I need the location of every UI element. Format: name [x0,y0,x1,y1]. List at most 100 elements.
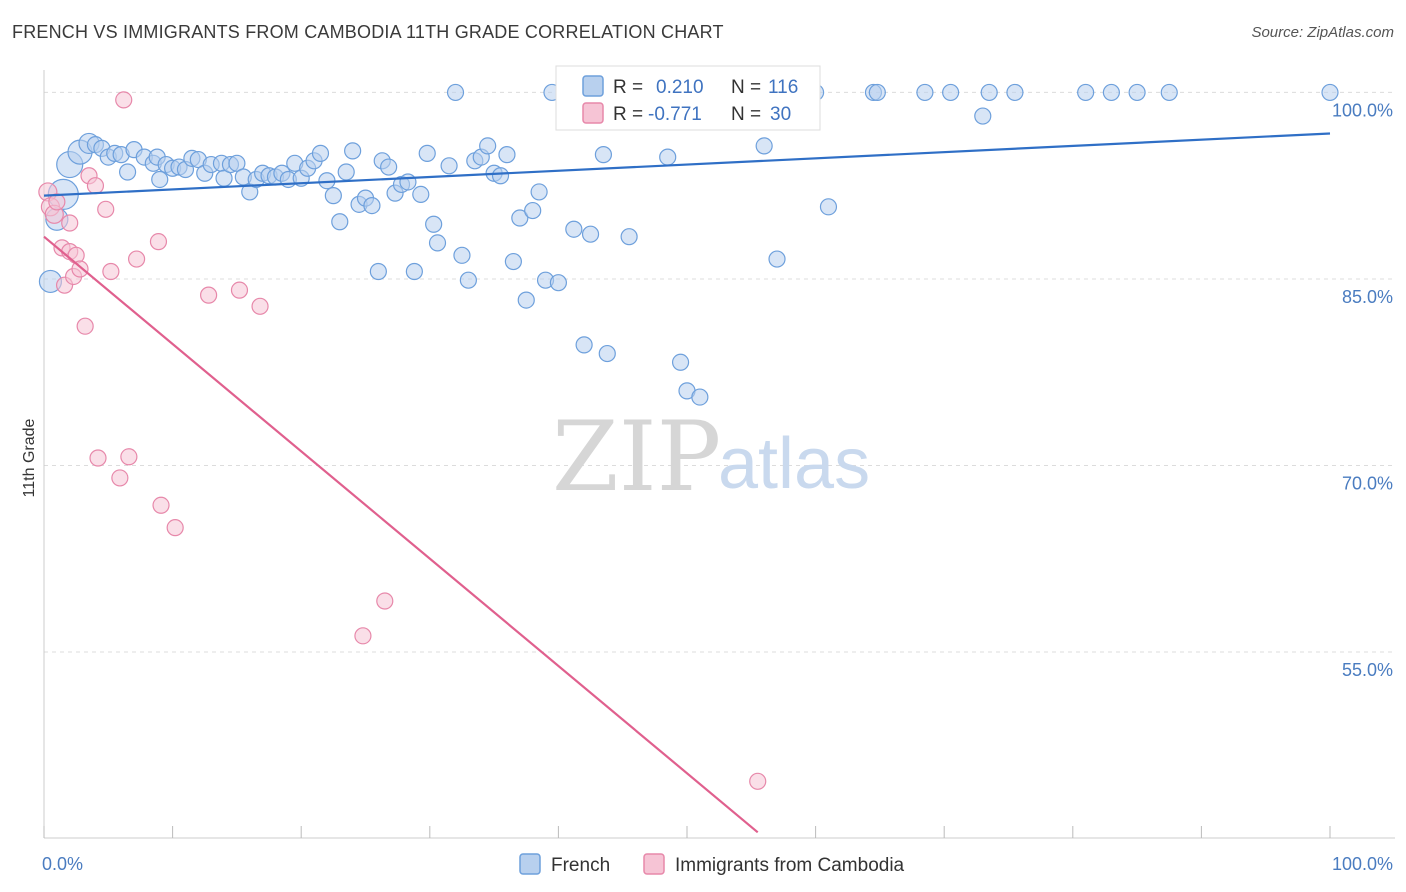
french-point-100 [868,83,886,102]
y-tick-label-3: 55.0% [1342,660,1393,680]
french-point-44 [331,213,349,231]
french-point-43 [324,187,342,205]
french-point-105 [1006,83,1024,102]
legend-n-label-2: N = [731,104,761,125]
french-point-81 [575,336,593,354]
legend-swatch-cambodia [582,102,604,124]
french-point-63 [453,246,471,264]
french-point-45 [337,163,355,181]
cambodia-point-19 [120,448,138,466]
cambodia-point-15 [97,200,115,218]
cambodia-point-27 [354,627,372,645]
french-point-64 [459,271,477,289]
french-point-50 [369,262,387,281]
bottom-legend-label-french: French [551,855,610,876]
x-tick-labels: 0.0% 100.0% [42,854,1393,874]
french-point-90 [671,353,690,371]
cambodia-point-20 [127,250,146,268]
french-point-106 [1077,83,1095,102]
x-tick-label-1: 100.0% [1332,854,1393,874]
french-point-104 [980,83,998,102]
cambodia-trend-line [43,235,759,834]
french-point-73 [517,291,535,309]
french-point-101 [916,83,934,102]
french-point-74 [524,201,542,220]
cambodia-point-16 [102,262,120,281]
watermark: ZIP atlas [552,401,870,513]
french-point-67 [479,137,497,155]
french-point-83 [594,146,613,164]
cambodia-point-3 [48,193,66,211]
french-point-59 [425,215,443,233]
watermark-zip: ZIP [552,401,721,513]
french-point-77 [549,274,568,292]
french-point-49 [363,196,381,215]
french-point-98 [819,198,838,216]
cambodia-point-11 [76,317,94,335]
french-point-80 [565,220,583,238]
correlation-legend: R = 0.210 N = 116 R = -0.771 N = 30 [555,65,821,131]
french-point-56 [405,262,423,281]
french-point-109 [1160,83,1178,102]
cambodia-point-17 [111,469,129,487]
french-point-52 [380,158,398,176]
legend-r-label-1: R = [613,77,643,98]
french-point-46 [344,142,362,160]
series-legend: French Immigrants from Cambodia [519,853,905,876]
french-point-96 [768,250,786,268]
french-point-41 [311,144,330,162]
cambodia-point-26 [251,297,269,315]
cambodia-point-21 [149,233,168,251]
french-point-60 [428,234,447,252]
y-tick-labels: 100.0% 85.0% 70.0% 55.0% [1332,100,1393,680]
french-point-103 [974,107,992,125]
watermark-atlas: atlas [718,424,870,504]
french-point-102 [942,83,960,102]
cambodia-point-6 [61,214,79,232]
french-point-62 [446,83,465,102]
bottom-legend-swatch-cambodia [643,853,665,875]
cambodia-point-25 [230,281,249,299]
french-point-71 [504,252,522,271]
bottom-legend-swatch-french [519,853,541,875]
legend-r-value-1: 0.210 [656,77,704,98]
cambodia-point-22 [152,496,170,514]
legend-r-value-2: -0.771 [648,104,702,125]
french-point-108 [1128,83,1146,102]
cambodia-point-10 [71,260,89,278]
cambodia-point-13 [86,177,105,195]
source-credit: Source: ZipAtlas.com [1251,24,1394,41]
french-point-107 [1102,83,1120,102]
french-point-86 [620,228,638,246]
french-point-16 [151,170,169,189]
x-tick-label-0: 0.0% [42,854,83,874]
french-point-75 [530,183,548,201]
legend-swatch-french [582,75,604,97]
french-point-69 [491,167,510,185]
legend-n-label-1: N = [731,77,761,98]
chart-title: FRENCH VS IMMIGRANTS FROM CAMBODIA 11TH … [12,22,724,42]
y-tick-label-2: 70.0% [1342,473,1393,493]
legend-n-value-1: 116 [768,77,798,98]
french-point-110 [1321,83,1339,102]
french-point-82 [581,225,600,243]
french-point-58 [418,144,436,162]
french-point-11 [118,163,137,181]
french-point-61 [440,157,458,175]
french-point-57 [412,185,430,203]
y-tick-label-0: 100.0% [1332,100,1393,120]
cambodia-point-24 [200,286,218,304]
french-point-89 [659,148,677,166]
french-point-72 [511,209,529,227]
legend-r-label-2: R = [613,104,643,125]
cambodia-point-18 [115,91,133,109]
bottom-legend-label-cambodia: Immigrants from Cambodia [675,855,905,876]
legend-n-value-2: 30 [770,104,791,125]
cambodia-point-29 [749,772,767,790]
french-point-55 [399,173,417,191]
french-trend-line [43,132,1331,197]
y-tick-label-1: 85.0% [1342,287,1393,307]
french-point-95 [755,137,773,155]
cambodia-point-28 [376,592,394,610]
